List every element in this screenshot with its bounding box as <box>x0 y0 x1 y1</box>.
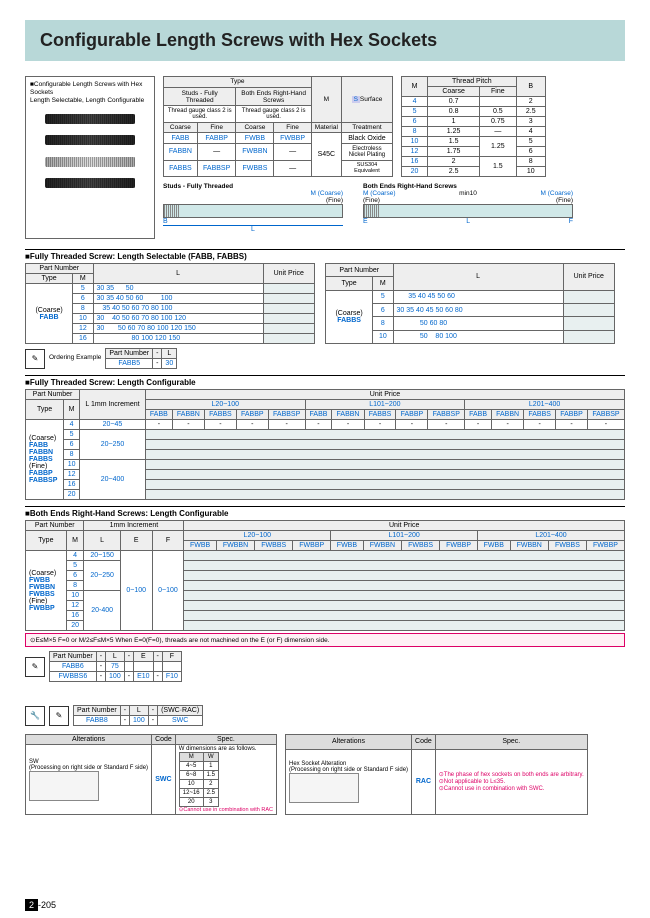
product-image <box>30 108 150 193</box>
pencil-icon: ✎ <box>25 349 45 369</box>
type-row: FABBSFABBSPFWBBS—SUS304 Equivalent <box>164 160 393 176</box>
alterations-tables: AlterationsCodeSpec. SW (Processing on r… <box>25 734 625 815</box>
type-table: TypeMSSurface Studs - Fully ThreadedBoth… <box>163 76 393 177</box>
fabbs-length-table: Part NumberLUnit Price TypeM (Coarse)FAB… <box>325 263 615 344</box>
ordering-example-2: ✎ Part Number-L-E-F FABB6-75 FWBBS6-100-… <box>25 651 625 682</box>
fully-threaded-diagram <box>163 204 343 218</box>
thread-pitch-table: MThread PitchB CoarseFine 40.72 50.80.52… <box>401 76 546 177</box>
both-ends-table: Part Number1mm IncrementUnit Price TypeM… <box>25 520 625 631</box>
ordering-example-1: ✎ Ordering Example Part Number-L FABB5-3… <box>25 348 625 369</box>
fabb-length-table: Part NumberLUnit Price TypeM (Coarse)FAB… <box>25 263 315 344</box>
both-ends-diagram <box>363 204 573 218</box>
type-row: FABBN—FWBBN—Electroless Nickel Plating <box>164 144 393 160</box>
section-1-header: ■Fully Threaded Screw: Length Selectable… <box>25 249 625 261</box>
product-image-box: ■Configurable Length Screws with Hex Soc… <box>25 76 155 239</box>
pencil-icon: ✎ <box>49 706 69 726</box>
section-3-header: ■Both Ends Right-Hand Screws: Length Con… <box>25 506 625 518</box>
type-row: FABBFABBPFWBBFWBBPS45CBlack Oxide <box>164 133 393 144</box>
diagram-row: Studs - Fully Threaded M (Coarse) (Fine)… <box>163 183 625 233</box>
product-caption: ■Configurable Length Screws with Hex Soc… <box>30 81 150 104</box>
ef-note: ⊙E≤M×5 F=0 or M/2≤F≤M×5 When E=0(F=0), t… <box>25 633 625 647</box>
ordering-example-3: 🔧 ✎ Part Number-L-(SWC·RAC) FABB8-100-SW… <box>25 705 625 726</box>
pencil-icon: ✎ <box>25 657 45 677</box>
page-title-bar: Configurable Length Screws with Hex Sock… <box>25 20 625 61</box>
page-title: Configurable Length Screws with Hex Sock… <box>40 30 610 51</box>
page-number: 2-205 <box>25 900 56 910</box>
length-configurable-table: Part NumberL 1mm IncrementUnit Price Typ… <box>25 389 625 500</box>
section-2-header: ■Fully Threaded Screw: Length Configurab… <box>25 375 625 387</box>
wrench-icon: 🔧 <box>25 706 45 726</box>
